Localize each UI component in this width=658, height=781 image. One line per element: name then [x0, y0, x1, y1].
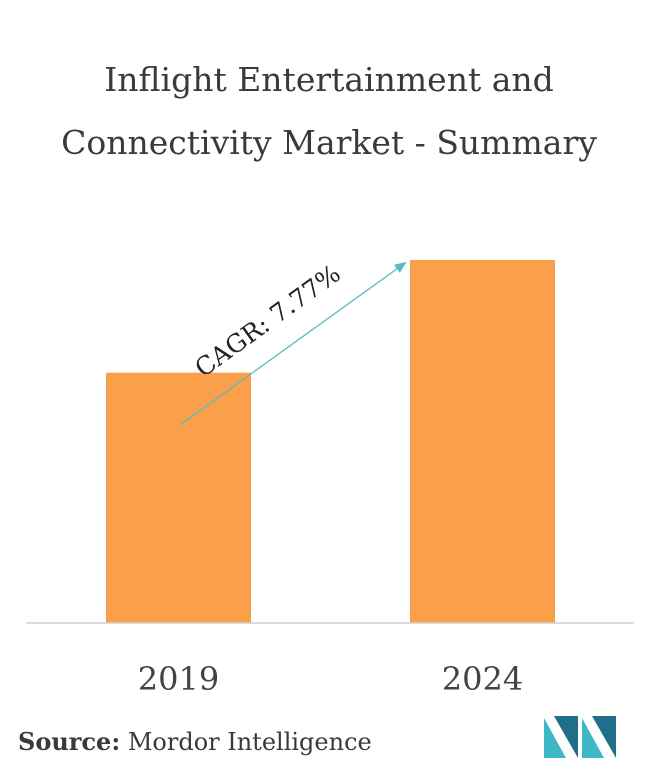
chart-title: Inflight Entertainment and Connectivity … [61, 60, 597, 162]
source-text: Mordor Intelligence [127, 728, 372, 756]
cagr-annotation: CAGR: 7.77% [190, 259, 346, 383]
x-tick-label-2019: 2019 [138, 660, 219, 698]
source-line: Source: Mordor Intelligence [18, 727, 372, 756]
bar-2019 [106, 372, 251, 623]
x-tick-labels: 2019 2024 [138, 660, 523, 698]
mordor-logo-icon [544, 716, 616, 758]
x-tick-label-2024: 2024 [442, 660, 523, 698]
bar-2024 [410, 260, 555, 623]
cagr-arrow [179, 261, 407, 426]
source-label: Source: [18, 727, 121, 756]
bars-group [106, 260, 555, 623]
